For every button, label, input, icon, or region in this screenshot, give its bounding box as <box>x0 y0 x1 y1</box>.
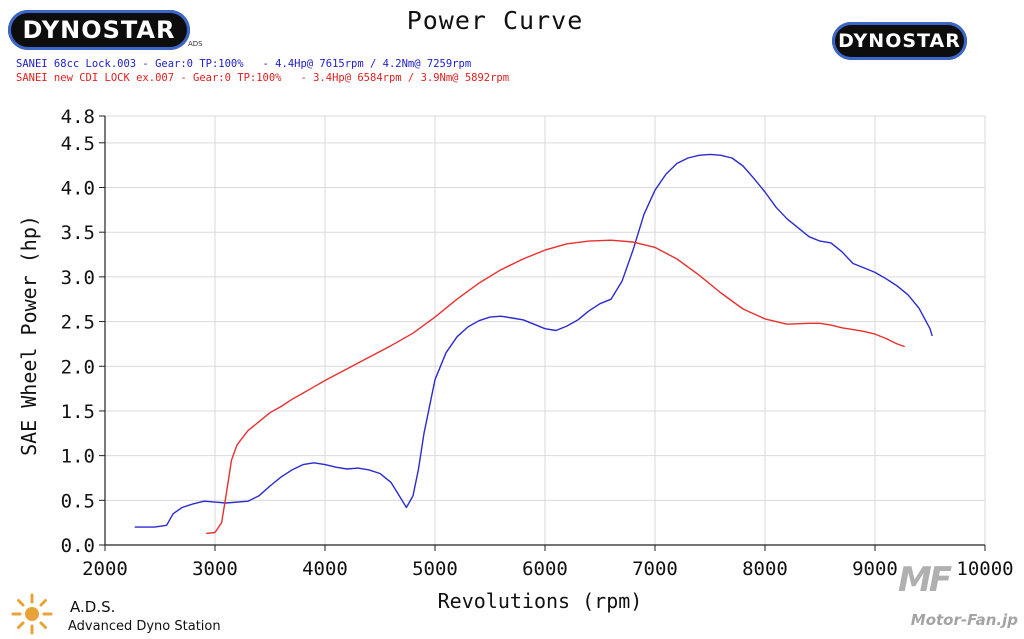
logo-right-text: DYNOSTAR <box>838 30 961 52</box>
y-tick-label: 4.5 <box>61 133 95 155</box>
series-line-red <box>206 239 905 535</box>
y-tick-label: 1.5 <box>61 401 95 423</box>
y-tick-label: 2.5 <box>61 312 95 334</box>
dynostar-logo-right: DYNOSTAR <box>832 22 967 60</box>
y-tick-label: 4.8 <box>61 106 95 128</box>
y-tick-label: 1.0 <box>61 446 95 468</box>
legend-entry-red: SANEI new CDI LOCK ex.007 - Gear:0 TP:10… <box>16 72 510 84</box>
y-axis-label: SAE Wheel Power (hp) <box>17 215 41 456</box>
x-tick-label: 3000 <box>192 558 238 580</box>
x-tick-label: 2000 <box>82 558 128 580</box>
dynostar-logo-left: DYNOSTAR <box>8 10 190 50</box>
y-tick-label: 0.0 <box>61 535 95 557</box>
logo-left-sub: ADS <box>188 40 203 48</box>
logo-left-text: DYNOSTAR <box>22 16 176 44</box>
ads-title: A.D.S. <box>70 598 116 616</box>
ads-sun-icon <box>11 593 53 635</box>
chart-title: Power Curve <box>406 6 584 35</box>
watermark-mark: MF <box>898 560 952 600</box>
y-tick-label: 0.5 <box>61 490 95 512</box>
watermark-text: Motor-Fan.jp <box>910 611 1018 629</box>
x-tick-label: 8000 <box>742 558 788 580</box>
x-tick-label: 4000 <box>302 558 348 580</box>
y-tick-label: 4.0 <box>61 178 95 200</box>
legend-entry-blue: SANEI 68cc Lock.003 - Gear:0 TP:100% - 4… <box>16 58 472 70</box>
x-axis-label: Revolutions (rpm) <box>438 589 643 613</box>
y-tick-label: 2.0 <box>61 356 95 378</box>
ads-subtitle: Advanced Dyno Station <box>68 619 221 634</box>
x-tick-label: 9000 <box>852 558 898 580</box>
y-tick-label: 3.5 <box>61 222 95 244</box>
x-tick-label: 10000 <box>956 558 1013 580</box>
series-line-blue <box>134 153 933 528</box>
x-tick-label: 7000 <box>632 558 678 580</box>
y-tick-label: 3.0 <box>61 267 95 289</box>
x-tick-label: 6000 <box>522 558 568 580</box>
x-tick-label: 5000 <box>412 558 458 580</box>
